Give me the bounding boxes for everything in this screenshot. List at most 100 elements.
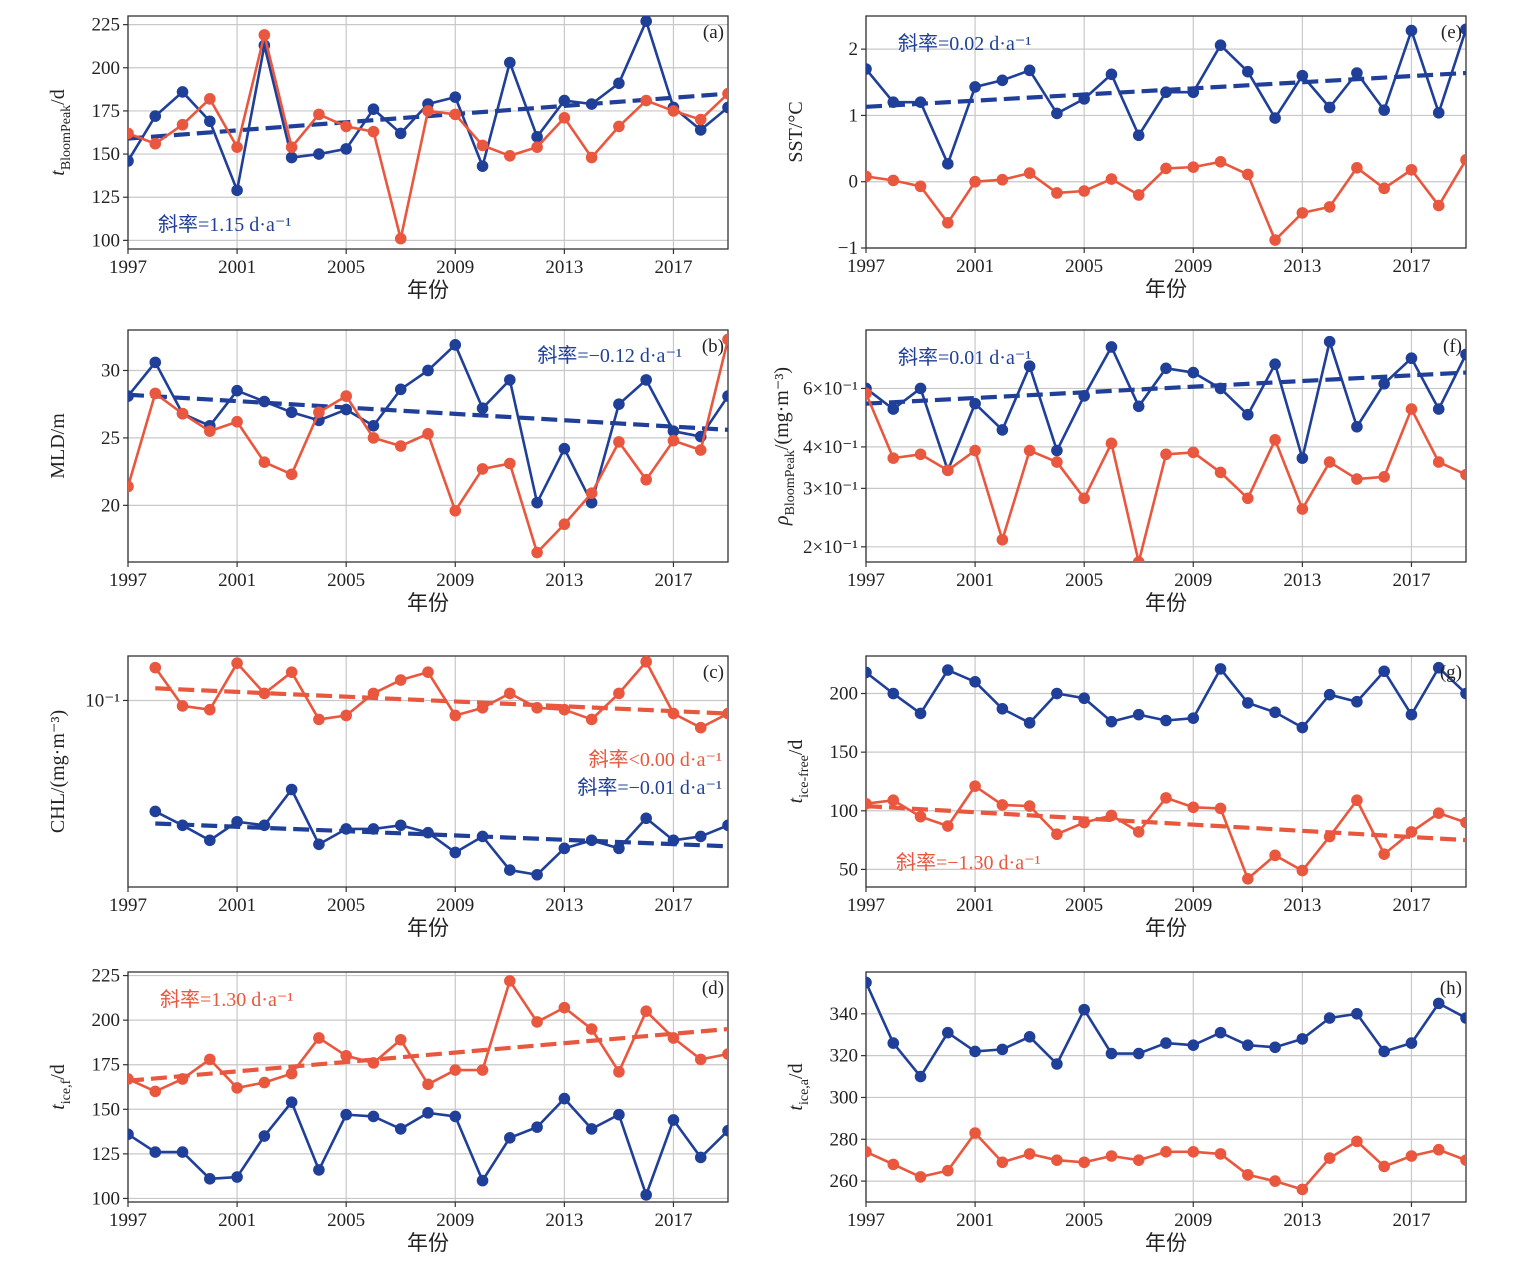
x-axis-label: 年份 [407,278,449,302]
data-point-red [1378,1160,1390,1173]
x-tick-label: 2009 [1174,1210,1212,1231]
data-point-blue [367,823,380,835]
data-point-red [176,407,189,420]
data-point-red [340,1049,352,1062]
data-point-blue [1405,352,1418,365]
data-point-blue [1214,663,1227,675]
data-point-red [1269,234,1281,246]
data-point-red [1023,444,1036,457]
y-tick-label: 175 [92,101,121,122]
data-point-blue [531,496,543,509]
data-point-blue [866,63,872,75]
data-point-blue [1078,1003,1090,1016]
x-axis-label: 年份 [407,916,449,940]
data-point-red [613,120,625,133]
data-point-red [1023,1148,1036,1160]
data-point-red [1460,154,1466,166]
data-point-blue [1023,64,1036,77]
data-point-blue [942,1026,954,1039]
data-point-red [1214,802,1227,815]
data-point-red [1296,1183,1309,1196]
x-tick-label: 2009 [1174,256,1212,277]
trend-line-red [155,686,728,716]
data-point-red [204,425,216,437]
data-point-blue [231,384,243,397]
data-point-blue [1351,67,1363,79]
data-point-blue [887,687,900,700]
series-line-blue [154,788,728,877]
data-point-red [1405,826,1418,838]
data-point-blue [449,1110,462,1123]
y-tick-label: 100 [92,230,121,251]
data-point-blue [722,101,728,114]
data-point-blue [640,1189,652,1201]
data-point-red [667,105,680,117]
data-point-red [1078,816,1090,829]
y-axis-label-suffix: /d [47,1064,69,1080]
data-point-red [128,480,134,493]
panel-label: (e) [1441,22,1462,43]
y-tick-label: 280 [830,1129,859,1150]
data-point-red [394,1033,407,1046]
data-point-red [887,1158,900,1171]
x-tick-label: 2005 [327,895,365,916]
data-point-blue [285,406,298,419]
data-point-blue [231,815,243,828]
trend-line-blue [155,821,728,849]
y-axis-label: tice,f/d [47,1064,74,1110]
plot-area [128,975,728,1201]
data-point-red [128,127,134,140]
x-tick-label: 2005 [327,570,365,591]
data-point-red [449,1064,462,1076]
data-point-red [1351,794,1363,807]
data-point-blue [694,830,707,843]
data-point-blue [340,403,352,416]
data-point-red [914,180,927,193]
data-point-blue [1323,101,1336,114]
data-point-red [422,666,434,678]
data-point-red [149,1085,162,1098]
data-point-blue [1160,362,1172,375]
data-point-red [887,794,900,807]
data-point-red [504,975,516,987]
data-point-blue [914,1070,927,1083]
data-point-red [1296,207,1309,219]
data-point-red [694,444,707,456]
x-tick-label: 2005 [1065,895,1103,916]
x-tick-label: 2009 [436,257,474,278]
data-point-red [942,464,954,477]
x-tick-label: 1997 [847,570,885,591]
data-point-blue [1105,341,1118,353]
data-point-blue [204,834,216,847]
panel-a: 1997 2001 2005 2009 2013 2017 100 125 150 175 200 2… [47,15,729,302]
data-point-red [640,473,652,486]
x-tick-label: 2001 [218,1210,256,1231]
data-point-red [204,703,216,716]
data-point-red [1187,801,1200,814]
data-point-blue [422,826,434,839]
axes-frame [865,15,1467,249]
data-point-blue [558,94,571,107]
data-point-red [313,1032,325,1044]
data-point-blue [504,1132,516,1144]
x-tick-label: 2001 [956,895,994,916]
data-point-red [1378,471,1390,483]
data-point-blue [558,442,571,455]
panel-label: (d) [702,978,724,999]
x-tick-label: 1997 [109,1210,147,1231]
data-point-red [1023,800,1036,812]
axes-frame [127,329,729,563]
data-point-red [558,703,571,716]
axes-frame [865,655,1467,888]
plot-area [866,661,1466,885]
x-tick-label: 2013 [545,1210,583,1231]
x-tick-label: 2009 [1174,895,1212,916]
x-tick-label: 2013 [1283,895,1321,916]
data-point-blue [367,103,380,115]
data-point-blue [476,830,489,843]
data-point-blue [394,819,407,832]
data-point-red [531,546,543,559]
data-point-red [585,713,598,726]
data-point-red [1296,864,1309,877]
panel-label: (c) [703,662,724,683]
